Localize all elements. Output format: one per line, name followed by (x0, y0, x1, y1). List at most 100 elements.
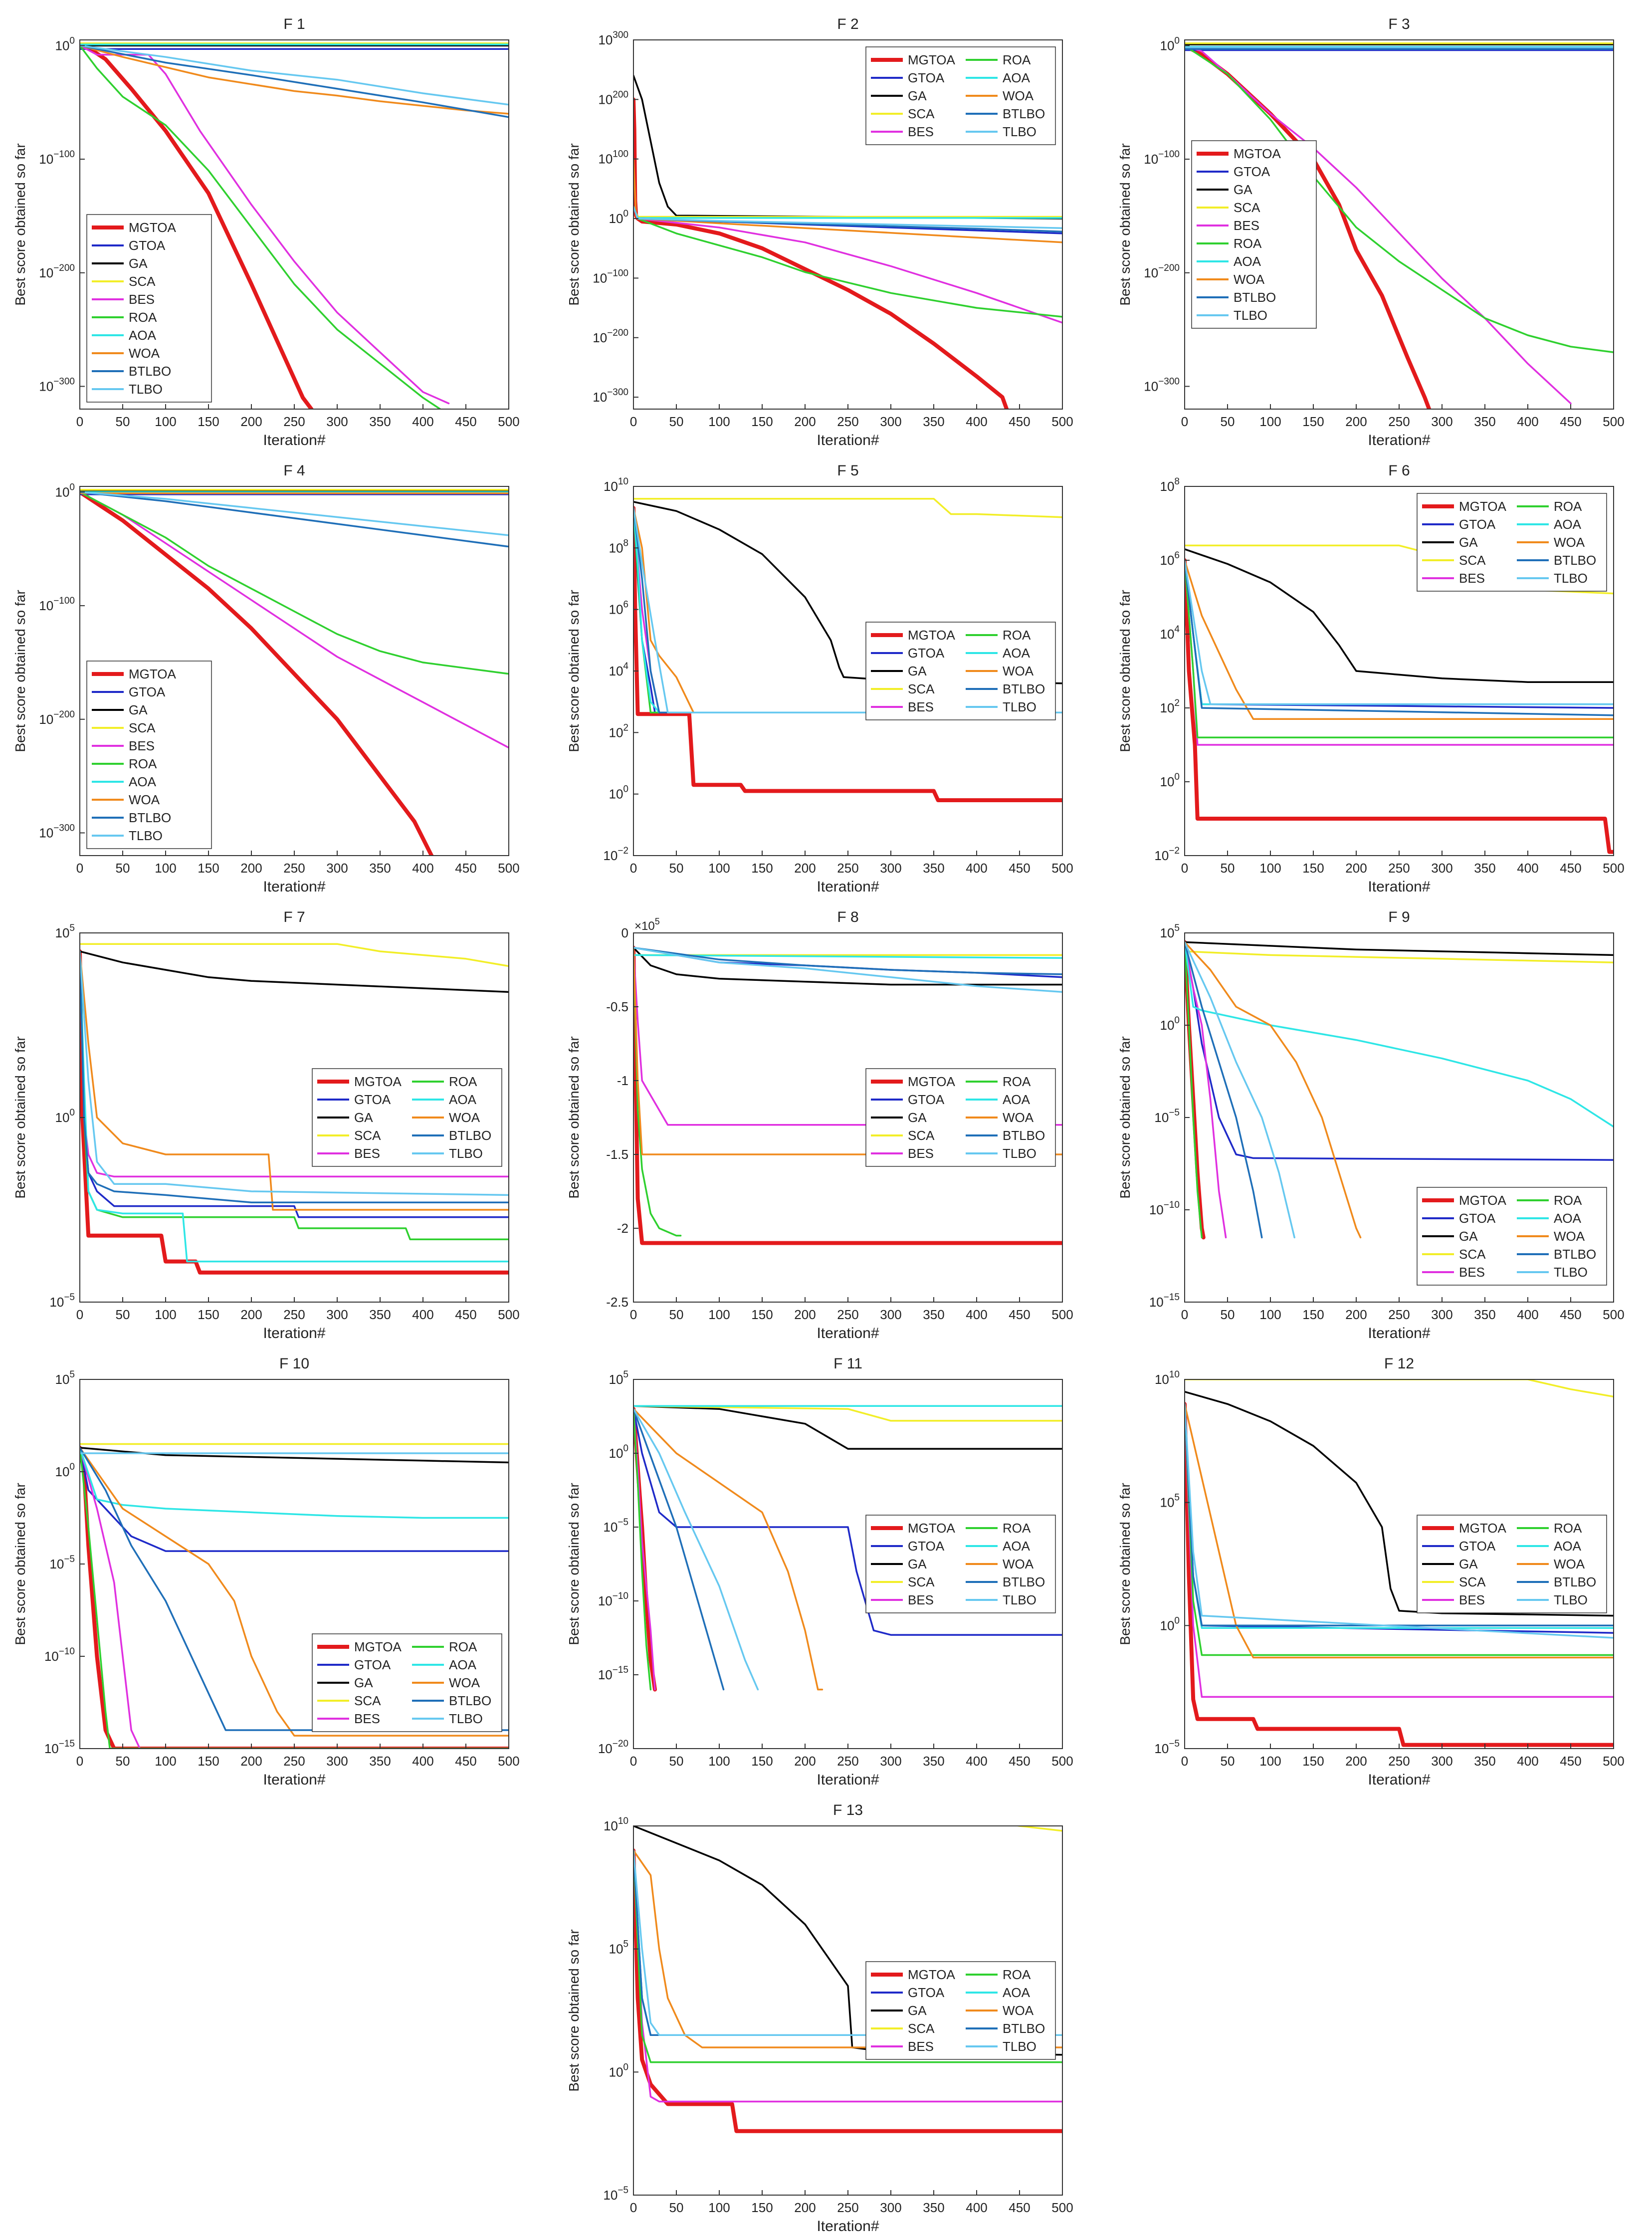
x-tick-label: 150 (751, 861, 773, 876)
legend-label-roa: ROA (449, 1639, 477, 1654)
x-tick-label: 200 (1345, 414, 1367, 429)
series-line-sca (1185, 1379, 1614, 1398)
x-tick-label: 100 (708, 1754, 730, 1769)
legend-label-sca: SCA (354, 1693, 381, 1708)
legend-label-woa: WOA (1003, 664, 1034, 678)
x-tick-label: 100 (708, 861, 730, 876)
x-tick-label: 100 (708, 414, 730, 429)
series-line-woa (80, 44, 509, 115)
y-tick-label: 10−300 (1144, 376, 1180, 394)
legend-label-woa: WOA (129, 792, 160, 807)
legend-label-sca: SCA (129, 274, 156, 289)
y-tick-label: 1010 (604, 476, 628, 494)
legend-label-aoa: AOA (449, 1657, 477, 1672)
x-tick-label: 300 (880, 1307, 901, 1322)
legend-label-bes: BES (908, 1592, 934, 1607)
legend-label-sca: SCA (1459, 1247, 1486, 1262)
x-tick-label: 450 (1009, 1307, 1030, 1322)
x-tick-label: 450 (1560, 861, 1581, 876)
x-tick-label: 250 (283, 1754, 305, 1769)
series-line-mgtoa (633, 945, 1062, 1245)
chart-f-1: F 1 0 50 100 150 200 250 300 350 400 450 500 100 10−1… (12, 16, 520, 448)
x-tick-label: 500 (1603, 861, 1624, 876)
x-tick-label: 250 (1388, 1307, 1410, 1322)
legend-label-gtoa: GTOA (129, 238, 166, 253)
legend-label-bes: BES (1459, 1265, 1485, 1280)
legend: MGTOA GTOA GA SCA BES ROA AOA WOA BTLBO TLBO (312, 1633, 502, 1732)
legend-label-aoa: AOA (129, 328, 157, 343)
y-tick-label: 10−100 (593, 268, 628, 285)
x-tick-label: 100 (1259, 414, 1281, 429)
x-tick-label: 250 (837, 861, 858, 876)
series-line-sca (1014, 1826, 1062, 1832)
legend: MGTOA GTOA GA SCA BES ROA AOA WOA BTLBO TLBO (1417, 493, 1607, 592)
series-line-aoa (80, 1447, 509, 1519)
legend: MGTOA GTOA GA SCA BES ROA AOA WOA BTLBO TLBO (865, 1068, 1056, 1167)
x-tick-label: 450 (455, 414, 476, 429)
x-axis-label: Iteration# (817, 879, 879, 895)
x-tick-label: 400 (412, 1754, 433, 1769)
legend-label-gtoa: GTOA (908, 1092, 945, 1107)
chart-title: F 10 (279, 1355, 309, 1372)
series-line-btlbo (1185, 941, 1263, 1239)
y-tick-label: 10−200 (39, 709, 75, 727)
x-tick-label: 100 (155, 861, 176, 876)
x-tick-label: 450 (455, 1754, 476, 1769)
legend-label-ga: GA (354, 1110, 373, 1125)
legend-label-mgtoa: MGTOA (1459, 499, 1507, 514)
x-tick-label: 50 (116, 1307, 130, 1322)
series-line-tlbo (633, 507, 1062, 714)
x-tick-label: 0 (630, 2200, 637, 2215)
x-tick-label: 150 (751, 1754, 773, 1769)
legend-label-bes: BES (354, 1146, 380, 1161)
series-line-gtoa (80, 1447, 509, 1552)
x-axis-label: Iteration# (1368, 432, 1430, 448)
x-tick-label: 500 (1603, 414, 1624, 429)
legend: MGTOA GTOA GA SCA BES ROA AOA WOA BTLBO TLBO (865, 622, 1056, 720)
x-tick-label: 0 (630, 1754, 637, 1769)
x-axis-label: Iteration# (263, 1325, 325, 1342)
y-tick-label: 10−300 (39, 823, 75, 840)
x-tick-label: 0 (76, 861, 83, 876)
y-tick-label: -1.5 (606, 1147, 628, 1162)
series-line-roa (633, 1408, 652, 1691)
legend-label-sca: SCA (1459, 553, 1486, 568)
legend-label-gtoa: GTOA (908, 1985, 945, 2000)
x-tick-label: 400 (1517, 1754, 1538, 1769)
x-tick-label: 400 (966, 861, 987, 876)
x-tick-label: 100 (708, 2200, 730, 2215)
x-tick-label: 350 (1474, 414, 1495, 429)
y-tick-label: -2 (617, 1221, 628, 1236)
series-lines (1185, 42, 1614, 409)
legend-label-tlbo: TLBO (1554, 1265, 1588, 1280)
legend: MGTOA GTOA GA SCA BES ROA AOA WOA BTLBO TLBO (865, 46, 1056, 145)
x-tick-label: 250 (283, 1307, 305, 1322)
legend-label-bes: BES (908, 124, 934, 139)
series-line-ga (633, 1405, 1062, 1450)
x-tick-label: 0 (76, 1307, 83, 1322)
chart-title: F 13 (833, 1802, 863, 1818)
legend-label-bes: BES (129, 738, 155, 753)
x-tick-label: 450 (455, 1307, 476, 1322)
x-tick-label: 200 (1345, 861, 1367, 876)
y-tick-label: 10−5 (1154, 1108, 1180, 1125)
x-tick-label: 500 (498, 414, 519, 429)
x-tick-label: 250 (283, 414, 305, 429)
y-tick-label: 10200 (598, 89, 628, 107)
x-tick-label: 250 (1388, 861, 1410, 876)
y-tick-label: 10−100 (1144, 149, 1180, 167)
series-line-mgtoa (633, 506, 1062, 802)
x-tick-label: 200 (1345, 1307, 1367, 1322)
legend-label-btlbo: BTLBO (129, 364, 171, 379)
x-tick-label: 100 (708, 1307, 730, 1322)
series-line-tlbo (1185, 941, 1295, 1239)
x-tick-label: 350 (923, 2200, 944, 2215)
x-tick-label: 350 (369, 1754, 391, 1769)
x-tick-label: 0 (630, 1307, 637, 1322)
series-line-ga (633, 946, 1062, 986)
legend-label-mgtoa: MGTOA (1459, 1193, 1507, 1208)
y-tick-label: 10−2 (603, 846, 628, 863)
legend-label-sca: SCA (908, 2021, 935, 2036)
series-line-bes (1185, 44, 1572, 405)
legend-label-gtoa: GTOA (1459, 1539, 1496, 1554)
